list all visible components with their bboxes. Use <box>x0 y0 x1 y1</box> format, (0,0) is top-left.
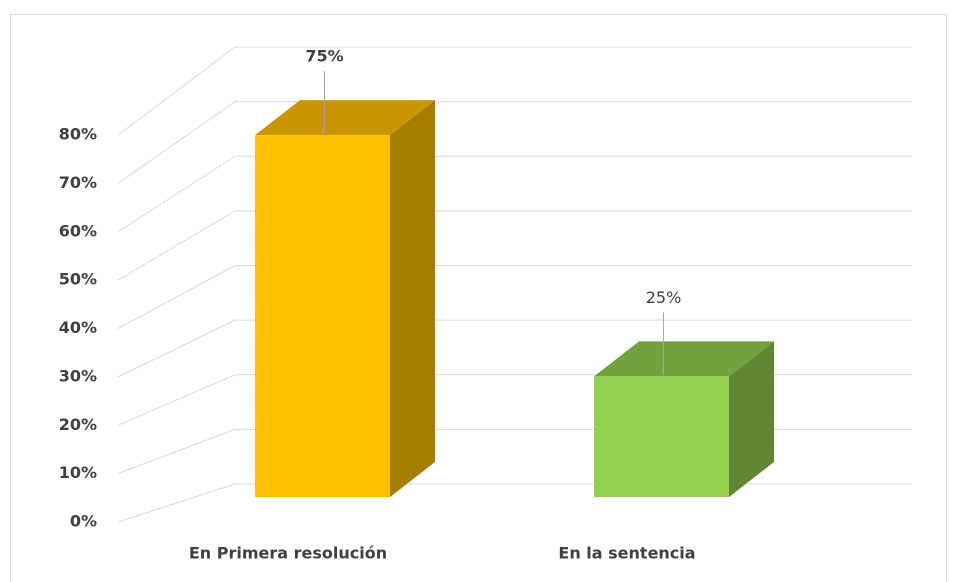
x-tick-label: En la sentencia <box>558 544 695 563</box>
y-tick-label: 10% <box>59 463 97 482</box>
grid-line <box>117 428 236 475</box>
chart-frame <box>10 14 947 582</box>
data-label: 25% <box>646 288 682 307</box>
bar <box>594 376 729 497</box>
bar-side <box>390 100 435 497</box>
y-tick-label: 50% <box>59 270 97 289</box>
grid-line <box>117 101 236 184</box>
y-tick-label: 60% <box>59 221 97 240</box>
grid-line <box>117 319 236 378</box>
bar <box>255 135 390 497</box>
y-tick-label: 30% <box>59 366 97 385</box>
grid-line <box>117 374 236 426</box>
y-tick-label: 70% <box>59 173 97 192</box>
grid-line <box>117 265 236 329</box>
grid-line <box>117 483 236 523</box>
data-label: 75% <box>305 47 343 66</box>
y-tick-label: 40% <box>59 318 97 337</box>
y-tick-label: 0% <box>70 512 97 531</box>
y-tick-label: 80% <box>59 125 97 144</box>
grid-line <box>117 210 236 281</box>
y-tick-label: 20% <box>59 415 97 434</box>
x-tick-label: En Primera resolución <box>189 544 387 563</box>
bar-side <box>729 341 774 497</box>
bar-top <box>594 341 774 377</box>
bar-top <box>255 100 435 136</box>
grid-line <box>117 46 236 136</box>
grid-line <box>117 155 236 233</box>
